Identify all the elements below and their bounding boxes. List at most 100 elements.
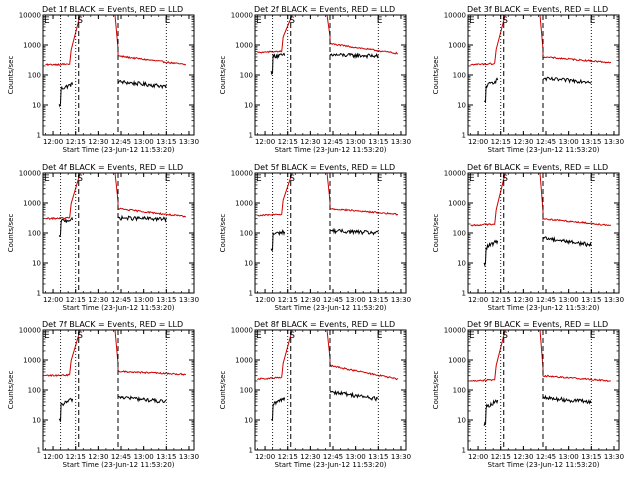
events-series-line — [483, 239, 499, 268]
y-tick-label: 1000 — [235, 42, 253, 50]
x-tick-label: 13:15 — [581, 453, 601, 461]
x-tick-label: 12:45 — [111, 138, 131, 146]
x-tick-label: 13:00 — [346, 138, 366, 146]
plot-frame — [42, 172, 195, 294]
plot-frame — [254, 329, 407, 451]
x-tick-label: 12:30 — [513, 296, 533, 304]
x-tick-label: 13:30 — [179, 138, 199, 146]
y-axis-label: Counts/sec — [7, 56, 15, 95]
x-axis-label: Start Time (23-Jun-12 11:53:20) — [63, 146, 175, 154]
event-marker-label: S — [289, 331, 295, 341]
lld-series-line — [114, 172, 186, 218]
chart-title: Det 4f BLACK = Events, RED = LLD — [42, 163, 183, 172]
y-tick-label: 10 — [457, 417, 466, 425]
y-tick-label: 1 — [249, 290, 253, 298]
event-marker-label: E — [44, 174, 50, 184]
x-axis-label: Start Time (23-Jun-12 11:53:20) — [488, 461, 600, 469]
x-tick-label: 13:00 — [559, 453, 579, 461]
y-tick-label: 1 — [462, 132, 466, 140]
x-tick-label: 12:00 — [43, 138, 63, 146]
event-marker-label: E — [377, 331, 383, 341]
events-series-line — [329, 389, 379, 402]
lld-series-line — [539, 14, 612, 64]
lld-series-line — [539, 172, 612, 227]
events-series-line — [270, 229, 286, 251]
lld-series-line — [114, 14, 187, 66]
x-tick-label: 12:30 — [88, 296, 108, 304]
event-marker-label: E — [469, 16, 475, 26]
x-tick-label: 12:00 — [255, 296, 275, 304]
y-tick-label: 10 — [457, 102, 466, 110]
lld-series-line — [539, 329, 612, 382]
x-tick-label: 13:30 — [391, 138, 411, 146]
y-tick-label: 1 — [462, 447, 466, 455]
lld-series-line — [257, 172, 293, 217]
x-tick-label: 13:00 — [346, 453, 366, 461]
x-tick-label: 12:45 — [323, 296, 343, 304]
events-series-line — [483, 399, 499, 426]
event-marker-label: E — [165, 174, 171, 184]
x-tick-label: 13:30 — [604, 296, 624, 304]
x-tick-label: 13:30 — [604, 138, 624, 146]
events-series-line — [117, 79, 167, 90]
x-tick-label: 12:30 — [513, 453, 533, 461]
chart-panel-8: Det 8f BLACK = Events, RED = LLD E S E 1 10 10… — [219, 320, 411, 469]
x-tick-label: 12:45 — [536, 453, 556, 461]
x-tick-label: 12:15 — [66, 453, 86, 461]
x-tick-label: 13:15 — [368, 453, 388, 461]
x-tick-label: 12:45 — [111, 296, 131, 304]
y-axis-label: Counts/sec — [219, 371, 227, 410]
y-tick-label: 10 — [244, 260, 253, 268]
x-tick-label: 12:00 — [255, 138, 275, 146]
event-marker-label: S — [77, 174, 83, 184]
lld-series-line — [45, 329, 81, 377]
lld-series-line — [45, 172, 81, 221]
x-tick-label: 13:00 — [346, 296, 366, 304]
x-tick-label: 13:00 — [559, 138, 579, 146]
y-tick-label: 10000 — [231, 170, 253, 178]
y-tick-label: 10000 — [19, 327, 41, 335]
lld-series-line — [114, 329, 187, 376]
event-marker-label: E — [165, 16, 171, 26]
events-series-line — [58, 81, 74, 108]
event-marker-label: E — [469, 331, 475, 341]
y-tick-label: 1000 — [448, 357, 466, 365]
events-series-line — [270, 397, 286, 421]
x-tick-label: 13:00 — [134, 296, 154, 304]
y-tick-label: 1 — [37, 290, 41, 298]
y-tick-label: 100 — [240, 230, 253, 238]
event-marker-label: E — [377, 174, 383, 184]
x-tick-label: 13:30 — [179, 296, 199, 304]
plot-frame — [42, 14, 195, 136]
y-axis-label: Counts/sec — [432, 214, 440, 253]
x-tick-label: 12:30 — [300, 296, 320, 304]
y-axis-label: Counts/sec — [7, 214, 15, 253]
event-marker-label: E — [256, 331, 262, 341]
x-tick-label: 12:00 — [468, 138, 488, 146]
event-marker-label: E — [377, 16, 383, 26]
chart-panel-5: Det 5f BLACK = Events, RED = LLD E S E 1 10 10… — [219, 163, 411, 312]
events-series-line — [329, 227, 379, 236]
y-tick-label: 10000 — [231, 12, 253, 20]
y-tick-label: 10000 — [444, 170, 466, 178]
y-axis-label: Counts/sec — [219, 56, 227, 95]
events-series-line — [542, 76, 592, 85]
chart-panel-7: Det 7f BLACK = Events, RED = LLD E S E 1 10 10… — [7, 320, 199, 469]
y-tick-label: 1000 — [235, 200, 253, 208]
x-tick-label: 13:30 — [179, 453, 199, 461]
chart-title: Det 2f BLACK = Events, RED = LLD — [254, 5, 395, 14]
y-tick-label: 10 — [457, 260, 466, 268]
event-marker-label: S — [502, 174, 508, 184]
event-marker-label: S — [502, 331, 508, 341]
chart-panel-3: Det 3f BLACK = Events, RED = LLD E S E 1 10 10… — [432, 5, 624, 154]
chart-title: Det 8f BLACK = Events, RED = LLD — [254, 320, 395, 329]
event-marker-label: S — [289, 16, 295, 26]
x-axis-label: Start Time (23-Jun-12 11:53:20) — [488, 304, 600, 312]
x-tick-label: 13:00 — [559, 296, 579, 304]
y-tick-label: 100 — [28, 72, 41, 80]
event-marker-label: S — [502, 16, 508, 26]
event-marker-label: E — [469, 174, 475, 184]
x-tick-label: 12:30 — [513, 138, 533, 146]
x-axis-label: Start Time (23-Jun-12 11:53:20) — [275, 461, 387, 469]
event-marker-label: E — [590, 331, 596, 341]
